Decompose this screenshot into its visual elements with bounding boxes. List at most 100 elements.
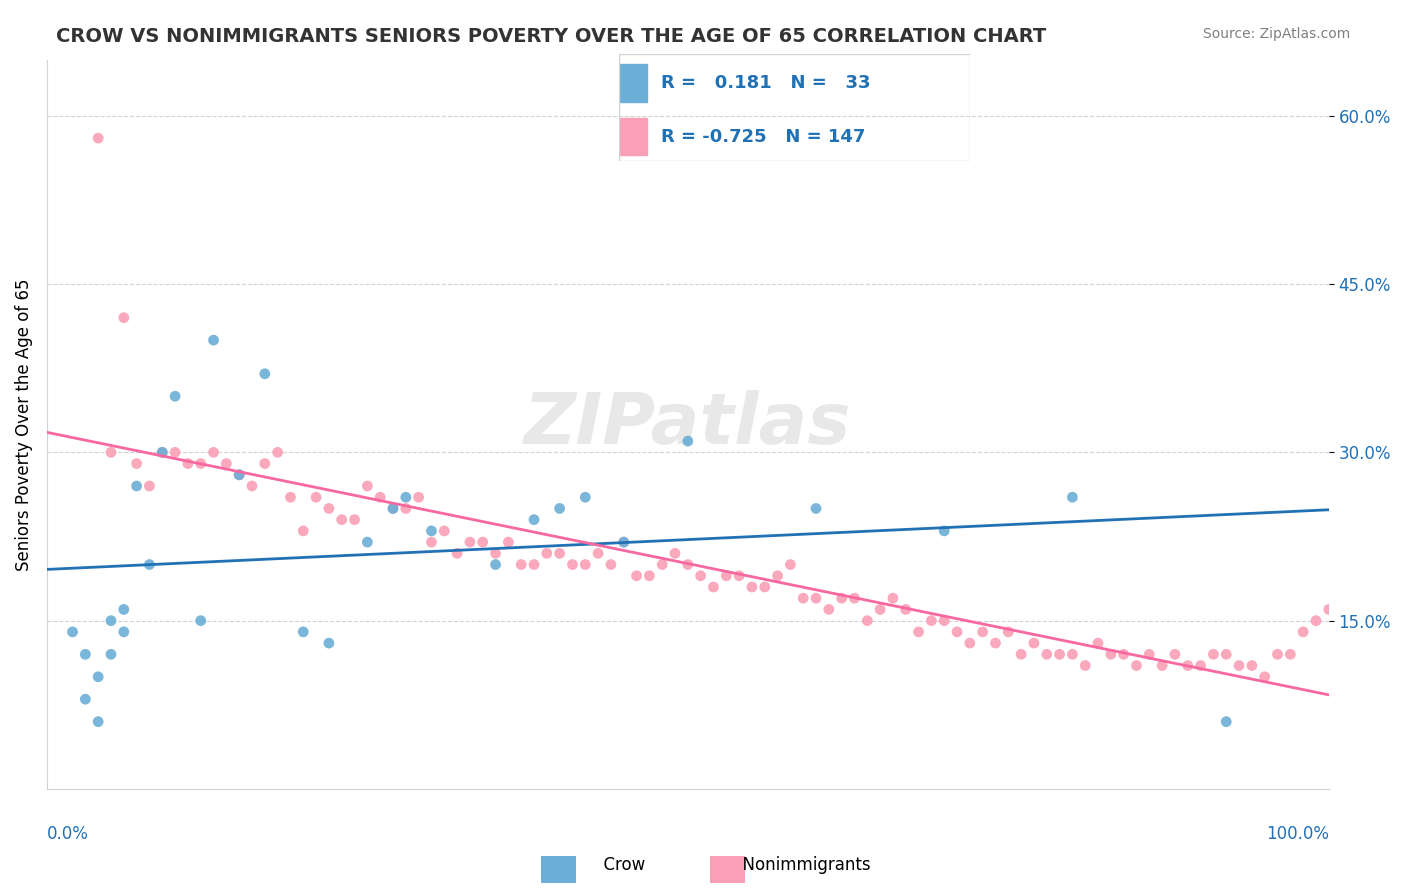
Point	[190, 614, 212, 628]
Point	[1202, 648, 1225, 662]
Point	[1227, 658, 1250, 673]
Point	[292, 624, 315, 639]
Point	[112, 602, 135, 616]
Point	[984, 636, 1007, 650]
Point	[1177, 658, 1199, 673]
Point	[356, 535, 378, 549]
Text: 0.0%: 0.0%	[46, 825, 89, 844]
Point	[561, 558, 583, 572]
Point	[1010, 648, 1032, 662]
Point	[844, 591, 866, 606]
Point	[907, 624, 929, 639]
Text: R =   0.181   N =   33: R = 0.181 N = 33	[661, 75, 870, 93]
Point	[62, 624, 84, 639]
Point	[408, 490, 430, 504]
Point	[382, 501, 405, 516]
Point	[1189, 658, 1212, 673]
Point	[100, 614, 122, 628]
Point	[498, 535, 520, 549]
Point	[676, 434, 699, 449]
Point	[1022, 636, 1045, 650]
Point	[368, 490, 391, 504]
Point	[100, 445, 122, 459]
Point	[138, 479, 160, 493]
Point	[702, 580, 724, 594]
Point	[1305, 614, 1327, 628]
Point	[536, 546, 558, 560]
Point	[1279, 648, 1302, 662]
Point	[228, 467, 250, 482]
Point	[548, 501, 571, 516]
Point	[1062, 490, 1084, 504]
Point	[202, 333, 225, 347]
Point	[87, 714, 110, 729]
Point	[934, 524, 956, 538]
Point	[177, 457, 200, 471]
Point	[75, 648, 97, 662]
Text: R = -0.725   N = 147: R = -0.725 N = 147	[661, 128, 865, 146]
Point	[1215, 714, 1237, 729]
Point	[754, 580, 776, 594]
Point	[138, 558, 160, 572]
Point	[253, 457, 276, 471]
Point	[1267, 648, 1289, 662]
Point	[125, 457, 148, 471]
Point	[471, 535, 494, 549]
Point	[395, 490, 418, 504]
Point	[433, 524, 456, 538]
Point	[741, 580, 763, 594]
Point	[638, 568, 661, 582]
Point	[1253, 670, 1275, 684]
Point	[728, 568, 751, 582]
Point	[1137, 648, 1160, 662]
Point	[1125, 658, 1147, 673]
Point	[87, 131, 110, 145]
Point	[574, 558, 596, 572]
Bar	[619, 64, 647, 102]
Point	[165, 389, 187, 403]
Point	[523, 558, 546, 572]
Text: CROW VS NONIMMIGRANTS SENIORS POVERTY OVER THE AGE OF 65 CORRELATION CHART: CROW VS NONIMMIGRANTS SENIORS POVERTY OV…	[56, 27, 1046, 45]
Point	[1035, 648, 1057, 662]
Point	[626, 568, 648, 582]
Point	[87, 670, 110, 684]
Point	[972, 624, 994, 639]
Point	[1240, 658, 1263, 673]
Point	[292, 524, 315, 538]
Point	[1215, 648, 1237, 662]
Point	[831, 591, 853, 606]
Point	[1317, 602, 1340, 616]
Point	[1062, 648, 1084, 662]
Point	[1074, 658, 1097, 673]
Point	[689, 568, 711, 582]
Point	[112, 624, 135, 639]
Point	[613, 535, 636, 549]
Point	[382, 501, 405, 516]
Point	[1152, 658, 1174, 673]
Point	[318, 501, 340, 516]
Point	[574, 490, 596, 504]
Point	[946, 624, 969, 639]
Point	[920, 614, 942, 628]
Point	[716, 568, 738, 582]
Point	[804, 501, 827, 516]
Y-axis label: Seniors Poverty Over the Age of 65: Seniors Poverty Over the Age of 65	[15, 278, 32, 571]
Point	[446, 546, 468, 560]
Point	[651, 558, 673, 572]
Point	[676, 558, 699, 572]
Point	[779, 558, 801, 572]
Point	[664, 546, 686, 560]
Point	[202, 445, 225, 459]
Point	[150, 445, 173, 459]
Point	[804, 591, 827, 606]
Point	[112, 310, 135, 325]
Point	[1164, 648, 1187, 662]
Point	[420, 535, 443, 549]
Point	[1099, 648, 1122, 662]
Point	[165, 445, 187, 459]
Point	[150, 445, 173, 459]
Point	[420, 524, 443, 538]
Point	[600, 558, 623, 572]
Point	[75, 692, 97, 706]
Point	[510, 558, 533, 572]
